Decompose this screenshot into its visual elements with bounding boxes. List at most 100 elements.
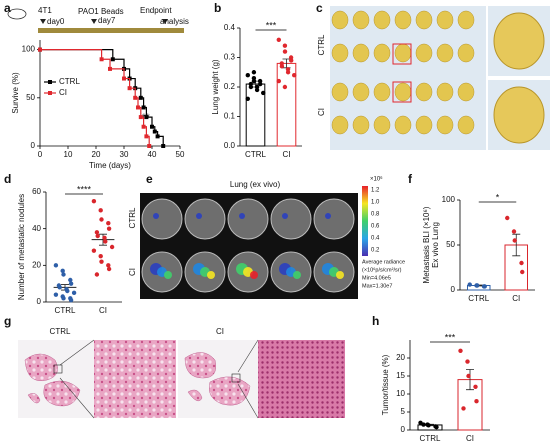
y-tick-label: 5 (401, 407, 406, 416)
data-point (106, 263, 111, 268)
timeline-label: day0 (47, 17, 65, 26)
y-tick-label: 0.2 (224, 82, 236, 91)
timeline-label: analysis (160, 17, 189, 26)
censor-mark (38, 47, 42, 52)
y-tick-label: 0.1 (224, 112, 236, 121)
censor-mark (141, 124, 146, 129)
signal (282, 213, 288, 219)
lung (352, 10, 370, 30)
data-point (102, 235, 107, 241)
data-point (276, 37, 281, 42)
annotation: * (496, 192, 500, 202)
x-tick-label: CTRL (55, 306, 76, 315)
panel-letter: b (214, 1, 221, 15)
x-tick-label: CTRL (245, 150, 266, 159)
colorbar-tick: 0.8 (371, 212, 380, 218)
lung (493, 86, 545, 144)
signal (293, 271, 301, 279)
censor-mark (150, 124, 154, 129)
lung (436, 115, 454, 135)
y-tick-label: 50 (446, 240, 455, 249)
data-point (254, 87, 260, 93)
y-tick-label: 0.0 (224, 141, 236, 150)
data-point (94, 272, 100, 277)
x-tick-label: CI (466, 434, 474, 443)
data-point (251, 78, 257, 84)
censor-mark (138, 95, 143, 100)
error-bar (99, 233, 107, 246)
x-tick-label: CI (99, 306, 107, 315)
censor-mark (144, 134, 149, 139)
y-tick-label: 40 (32, 224, 41, 233)
data-point (106, 220, 111, 226)
data-point (245, 96, 250, 102)
censor-mark (152, 129, 157, 134)
data-point (512, 238, 517, 243)
tissue (184, 352, 251, 406)
lung (373, 10, 391, 30)
data-point (245, 73, 250, 78)
censor-mark (127, 86, 132, 91)
lung (436, 43, 454, 63)
signal (153, 213, 159, 219)
tissue (24, 353, 81, 407)
y-tick-label: 100 (22, 45, 36, 54)
colorbar-tick: 1.0 (371, 200, 380, 206)
y-axis-label: Lung weight (g) (211, 59, 220, 114)
lung (331, 115, 349, 135)
signal (196, 213, 202, 219)
y-tick-label: 20 (32, 260, 41, 269)
zoom-box (231, 373, 241, 383)
x-tick-label: CI (512, 294, 520, 303)
censor-mark (147, 144, 152, 148)
data-point (461, 406, 466, 411)
data-point (467, 282, 472, 287)
lung (373, 43, 391, 63)
zoom-lines (59, 339, 259, 419)
data-point (292, 73, 297, 78)
lung (457, 10, 475, 30)
x-tick-label: 40 (148, 150, 157, 159)
y-axis-label: Ex vivo Lung (431, 222, 440, 268)
data-point (466, 373, 471, 379)
censor-mark (138, 115, 143, 120)
x-tick-label: CTRL (468, 294, 489, 303)
data-point (282, 84, 288, 90)
y-tick-label: 0 (31, 141, 36, 150)
data-point (68, 277, 73, 283)
timeline-label: PAO1 Beads (78, 7, 124, 16)
data-point (505, 215, 510, 221)
timeline-label: 4T1 (38, 6, 52, 15)
censor-mark (161, 144, 166, 148)
data-point (279, 64, 285, 69)
data-point (482, 284, 487, 289)
timeline-bar (38, 28, 184, 33)
panel-title: Lung (ex vivo) (230, 180, 281, 189)
x-tick-label: CI (283, 150, 291, 159)
data-point (282, 49, 288, 54)
y-axis-label: Survive (%) (11, 72, 20, 114)
data-point (519, 260, 524, 266)
y-tick-label: 10 (396, 389, 405, 398)
histology-zoom (94, 340, 176, 418)
lung (394, 115, 412, 135)
data-point (94, 230, 100, 235)
data-point (99, 259, 104, 264)
colorbar-legend: Min=4.06e5 (362, 275, 391, 281)
y-axis-label: Number of metastatic nodules (17, 194, 26, 300)
image-label: CI (216, 327, 224, 336)
data-point (475, 283, 480, 288)
signal (239, 213, 245, 219)
x-tick-label: 20 (92, 150, 101, 159)
colorbar-legend: (×10⁶p/s/cm²/sr) (362, 266, 402, 273)
x-tick-label: 0 (38, 150, 43, 159)
annotation: ** (142, 113, 150, 124)
lung (394, 82, 412, 102)
data-point (57, 285, 62, 290)
data-point (261, 90, 266, 96)
censor-mark (141, 105, 146, 110)
lung (415, 115, 433, 135)
colorbar-legend: Average radiance (362, 259, 405, 265)
row-label: CTRL (317, 34, 326, 55)
